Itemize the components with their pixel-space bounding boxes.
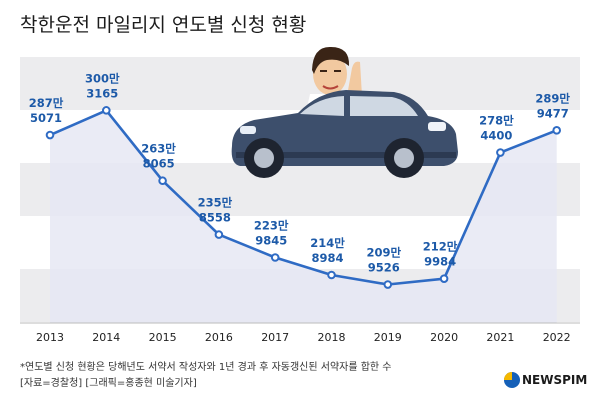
x-tick-2020: 2020: [430, 331, 458, 344]
band-1: [20, 57, 580, 110]
credit-line: [자료=경찰청] [그래픽=홍종현 미술기자]: [20, 376, 197, 389]
data-label-2022: 289만 9477: [535, 91, 570, 120]
data-label-2018: 214만 8984: [310, 236, 345, 265]
data-point-2015: [158, 176, 167, 186]
data-point-2013: [45, 130, 55, 140]
x-tick-2014: 2014: [92, 331, 120, 344]
data-label-2019: 209만 9526: [367, 246, 402, 275]
data-label-2020: 212만 9984: [423, 240, 458, 269]
footnote: *연도별 신청 현황은 당해년도 서약서 작성자와 1년 경과 후 자동갱신된 …: [20, 360, 392, 373]
data-point-2022: [552, 126, 562, 135]
x-axis-ticks: 2013 2014 2015 2016 2017 2018 2019 2020 2021 2022: [36, 331, 571, 344]
data-point-2019: [383, 280, 393, 289]
series-line: [49, 109, 558, 286]
x-tick-2019: 2019: [374, 331, 402, 344]
data-point-2017: [270, 253, 280, 262]
x-tick-2018: 2018: [318, 331, 346, 344]
data-label-2021: 278만 4400: [479, 114, 514, 143]
data-label-2014: 300만 3165: [85, 71, 120, 100]
data-label-2013: 287만 5071: [29, 96, 64, 125]
data-point-2020: [439, 274, 449, 283]
x-tick-2015: 2015: [149, 331, 177, 344]
data-point-2018: [327, 270, 336, 280]
data-label-2016: 235만 8558: [198, 196, 233, 225]
x-tick-2013: 2013: [36, 331, 64, 344]
x-tick-2021: 2021: [486, 331, 514, 344]
data-point-2016: [214, 230, 224, 239]
series-area: [50, 110, 557, 324]
man-driving-car-waving-illustration: [231, 46, 458, 178]
data-labels: 287만 5071 300만 3165 263만 8065 235만 8558 223만 9845…: [29, 71, 571, 274]
data-label-2017: 223만 9845: [254, 218, 289, 247]
brand-name: NEWSPIM: [522, 373, 587, 387]
data-label-2015: 263만 8065: [141, 142, 176, 171]
x-tick-2016: 2016: [205, 331, 233, 344]
data-point-2021: [496, 148, 505, 157]
chart-title: 착한운전 마일리지 연도별 신청 현황: [20, 14, 306, 36]
x-tick-2017: 2017: [261, 331, 289, 344]
data-point-2014: [102, 106, 111, 115]
x-tick-2022: 2022: [543, 331, 571, 344]
data-points: [45, 106, 562, 289]
newspim-logo: NEWSPIM: [504, 372, 587, 388]
